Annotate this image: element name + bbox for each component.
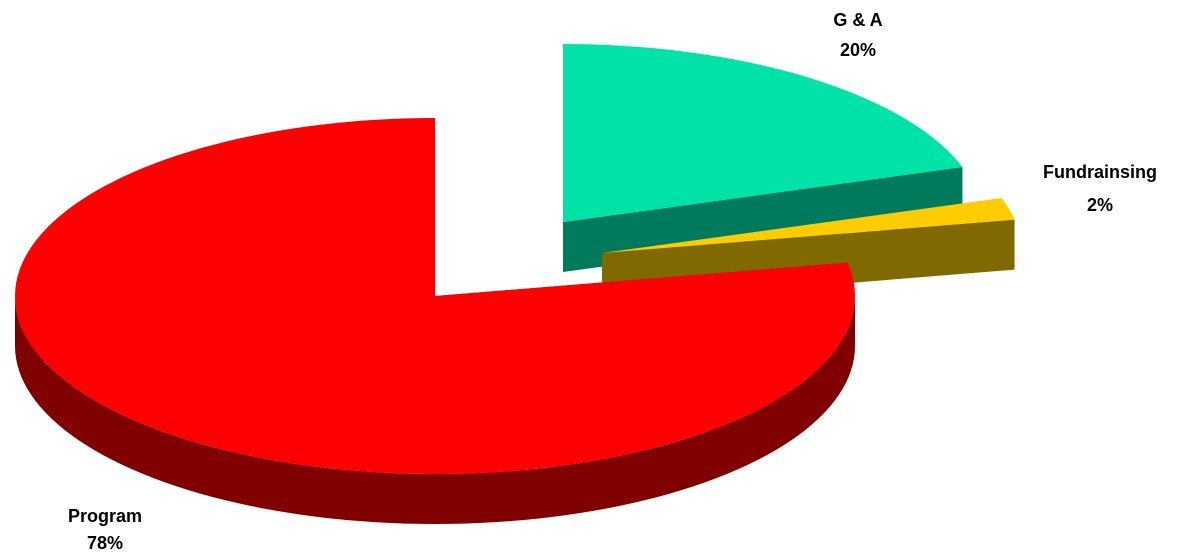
program-slice-outer-wall <box>15 296 855 524</box>
ga-slice <box>563 44 963 222</box>
ga-label: G & A <box>833 10 882 30</box>
slice-labels-layer: Program 78% G & A 20% Fundrainsing 2% <box>68 10 1157 553</box>
fundraising-percent-label: 2% <box>1087 195 1113 215</box>
slice-tops-layer <box>15 44 1015 474</box>
program-percent-label: 78% <box>87 533 123 553</box>
program-slice <box>15 118 855 474</box>
program-label: Program <box>68 506 142 526</box>
ga-percent-label: 20% <box>840 40 876 60</box>
fundraising-slice <box>602 197 1015 253</box>
fundraising-label: Fundrainsing <box>1043 162 1157 182</box>
